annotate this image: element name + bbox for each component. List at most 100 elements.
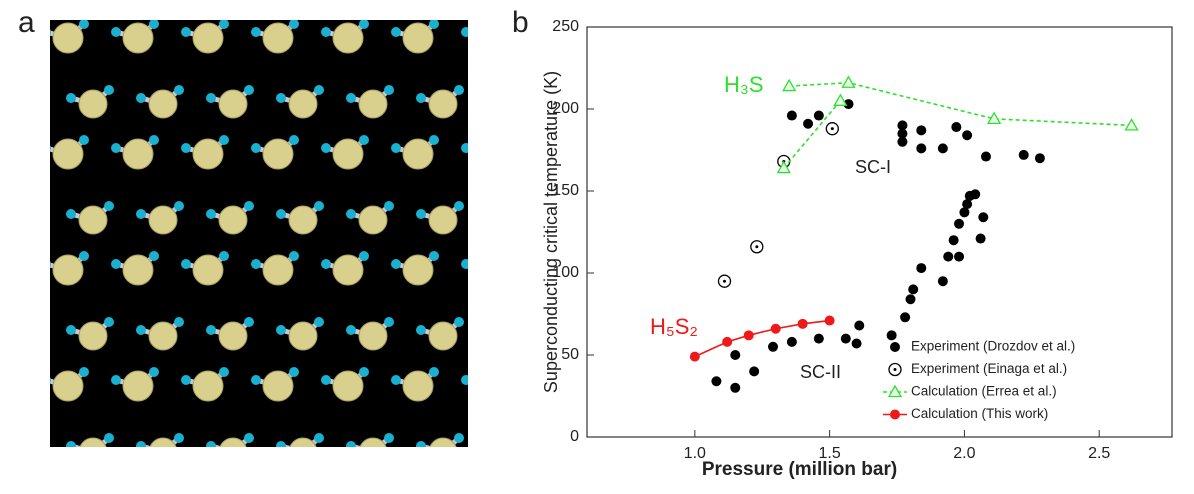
bond [466, 380, 488, 386]
hydrogen [359, 19, 369, 29]
dot-marker [978, 212, 988, 222]
annotation: SC-II [800, 362, 841, 382]
y-tick-label: 50 [561, 346, 579, 363]
dot-marker [854, 320, 864, 330]
figure: a b 0501001502002501.01.52.02.5Pressure … [0, 0, 1194, 489]
hydrogen [289, 19, 299, 29]
sulfur [359, 438, 387, 466]
legend-label: Experiment (Drozdov et al.) [911, 339, 1075, 354]
sulfur [123, 371, 153, 401]
open-circle-marker [718, 275, 730, 287]
hydrogen [149, 367, 159, 377]
x-tick-label: 2.0 [953, 445, 975, 462]
hydrogen [251, 143, 261, 153]
panel-label: a [18, 6, 35, 39]
y-tick-label: 0 [570, 428, 579, 445]
sulfur [333, 255, 363, 285]
hydrogen [461, 375, 471, 385]
sulfur [429, 322, 457, 350]
sulfur [53, 139, 83, 169]
dot-marker [938, 276, 948, 286]
hydrogen [181, 27, 191, 37]
bond [466, 148, 488, 154]
triangle-marker [842, 77, 854, 88]
sulfur [289, 322, 317, 350]
dot-marker [938, 143, 948, 153]
dot [723, 280, 726, 283]
sulfur [289, 206, 317, 234]
dot-marker [787, 111, 797, 121]
sulfur [429, 90, 457, 118]
hydrogen [251, 27, 261, 37]
sulfur [219, 206, 247, 234]
open-circle-marker [826, 123, 838, 135]
sulfur [123, 255, 153, 285]
hydrogen [461, 27, 471, 37]
hydrogen [416, 441, 426, 451]
hydrogen [104, 85, 114, 95]
hydrogen [174, 433, 184, 443]
dot-marker [768, 342, 778, 352]
sulfur [149, 206, 177, 234]
dot-marker [962, 130, 972, 140]
hydrogen [206, 209, 216, 219]
hydrogen [41, 259, 51, 269]
hydrogen [136, 93, 146, 103]
hydrogen [276, 441, 286, 451]
legend-label: Calculation (Errea et al.) [911, 384, 1057, 399]
hydrogen [136, 325, 146, 335]
sulfur [499, 90, 527, 118]
triangle-marker [1126, 119, 1138, 129]
hydrogen [289, 367, 299, 377]
legend-label: Experiment (Einaga et al.) [911, 361, 1067, 376]
dot-marker [943, 252, 953, 262]
hydrogen [111, 27, 121, 37]
hydrogen [181, 375, 191, 385]
sulfur [219, 322, 247, 350]
x-tick-label: 2.5 [1088, 445, 1110, 462]
legend-marker [889, 364, 901, 376]
dot-marker [814, 334, 824, 344]
hydrogen [219, 367, 229, 377]
crystal-structure [41, 19, 534, 466]
sulfur [403, 255, 433, 285]
hydrogen [244, 433, 254, 443]
hydrogen [429, 251, 439, 261]
hydrogen [461, 259, 471, 269]
hydrogen [136, 441, 146, 451]
hydrogen [244, 85, 254, 95]
bond [513, 438, 529, 452]
dot-marker [852, 339, 862, 349]
hydrogen [41, 143, 51, 153]
hydrogen [251, 259, 261, 269]
hydrogen [251, 375, 261, 385]
hydrogen [524, 85, 534, 95]
dot-marker [730, 383, 740, 393]
hydrogen [416, 209, 426, 219]
hydrogen [384, 433, 394, 443]
dot-marker [951, 122, 961, 132]
hydrogen [524, 201, 534, 211]
hydrogen [524, 433, 534, 443]
sulfur [333, 139, 363, 169]
dot-marker [906, 294, 916, 304]
hydrogen [499, 367, 509, 377]
hydrogen [321, 143, 331, 153]
sulfur [263, 139, 293, 169]
sulfur [263, 255, 293, 285]
hydrogen [104, 433, 114, 443]
hydrogen [111, 259, 121, 269]
hydrogen [454, 201, 464, 211]
sulfur [123, 139, 153, 169]
sulfur [473, 139, 503, 169]
hydrogen [391, 27, 401, 37]
sulfur [473, 371, 503, 401]
bond [491, 330, 513, 336]
dot-marker [744, 330, 754, 340]
hydrogen [346, 93, 356, 103]
dot-marker [897, 137, 907, 147]
hydrogen [391, 259, 401, 269]
dot-marker [798, 319, 808, 329]
dot-marker [908, 284, 918, 294]
hydrogen [174, 85, 184, 95]
